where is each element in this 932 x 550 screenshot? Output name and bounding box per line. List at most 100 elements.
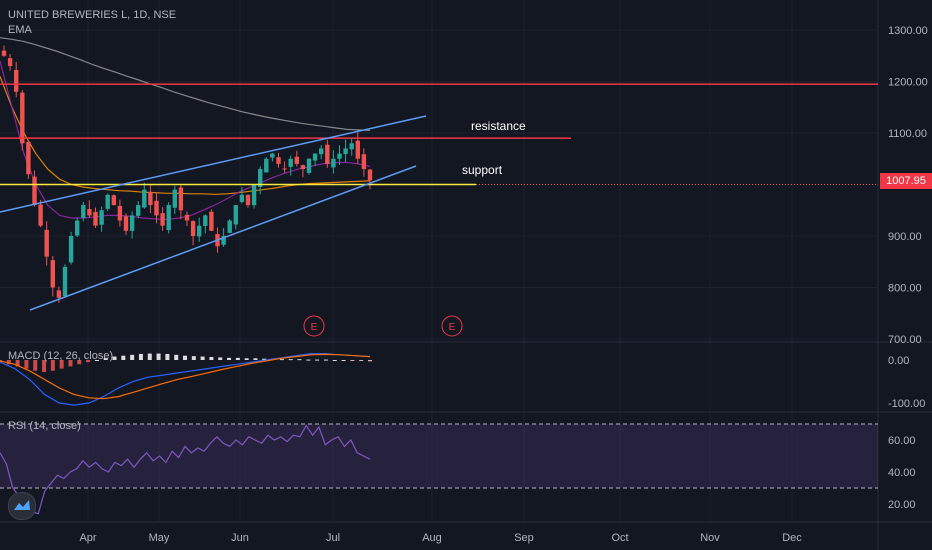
support-label: support (462, 163, 503, 177)
ema-legend-label[interactable]: EMA (8, 24, 32, 36)
candle-body (264, 159, 268, 173)
candle-body (57, 290, 61, 297)
candle-body (276, 157, 280, 164)
candle-body (75, 221, 79, 236)
candle-body (99, 210, 103, 224)
candle-body (185, 215, 189, 221)
symbol-title[interactable]: UNITED BREWERIES L, 1D, NSE (8, 9, 176, 21)
candle-body (356, 141, 360, 159)
macd-histogram-bar (368, 360, 372, 361)
candle-body (124, 216, 128, 231)
macd-histogram-bar (209, 357, 213, 360)
macd-histogram-bar (342, 360, 346, 361)
macd-histogram-bar (289, 359, 293, 360)
candle-body (331, 159, 335, 168)
candle-body (118, 206, 122, 221)
candle-body (167, 205, 171, 230)
tradingview-logo-icon[interactable] (8, 492, 36, 520)
earnings-marker-label: E (449, 322, 456, 333)
candle-body (81, 205, 85, 218)
candle-body (130, 215, 134, 230)
candle-body (179, 187, 183, 210)
time-axis-tick: Aug (422, 532, 442, 544)
macd-histogram-bar (121, 356, 125, 360)
macd-histogram-bar (298, 359, 302, 360)
candle-body (337, 154, 341, 159)
rsi-band (0, 424, 878, 488)
rsi-axis-tick: 40.00 (888, 467, 916, 479)
candle-body (325, 145, 329, 164)
time-axis-tick: Jun (231, 532, 249, 544)
candle-body (63, 267, 67, 296)
candle-body (301, 165, 305, 169)
candle-body (343, 148, 347, 154)
macd-histogram-bar (174, 355, 178, 360)
macd-histogram-bar (280, 359, 284, 360)
macd-legend-label[interactable]: MACD (12, 26, close) (8, 350, 113, 362)
candle-body (270, 154, 274, 158)
candle-body (112, 195, 116, 205)
macd-histogram-bar (148, 354, 152, 360)
macd-histogram-bar (183, 356, 187, 360)
candle-body (252, 185, 256, 206)
candle-body (26, 142, 30, 174)
candle-body (51, 260, 55, 287)
macd-histogram-bar (157, 354, 161, 360)
macd-histogram-bar (306, 360, 310, 361)
candle-body (20, 93, 24, 144)
candle-body (197, 226, 201, 237)
candle-body (173, 190, 177, 208)
price-axis-tick: 800.00 (888, 283, 922, 295)
candle-body (32, 177, 36, 205)
candle-body (350, 143, 354, 149)
candle-body (295, 157, 299, 164)
last-price-tag: 1007.95 (880, 173, 932, 189)
candle-body (8, 58, 12, 66)
macd-histogram-bar (245, 358, 249, 360)
price-axis-tick: 700.00 (888, 334, 922, 346)
macd-histogram-bar (130, 355, 134, 360)
candle-body (45, 230, 49, 257)
candle-body (38, 205, 42, 226)
candle-body (136, 205, 140, 216)
macd-histogram-bar (227, 358, 231, 360)
macd-histogram-bar (324, 360, 328, 361)
rsi-axis-tick: 60.00 (888, 435, 916, 447)
macd-axis-tick: 0.00 (888, 355, 909, 367)
time-axis-tick: May (149, 532, 170, 544)
time-axis-tick: Dec (782, 532, 802, 544)
time-axis-tick: Apr (79, 532, 96, 544)
macd-histogram-bar (333, 360, 337, 361)
time-axis-tick: Oct (611, 532, 628, 544)
candle-body (234, 205, 238, 224)
price-axis-tick: 1200.00 (888, 77, 928, 89)
candle-body (160, 213, 164, 226)
candle-body (313, 154, 317, 161)
candle-body (148, 192, 152, 205)
macd-histogram-bar (192, 356, 196, 360)
candle-body (69, 236, 73, 262)
macd-histogram-bar (253, 358, 257, 360)
resistance-label: resistance (471, 119, 526, 133)
time-axis-tick: Sep (514, 532, 534, 544)
macd-histogram-bar (350, 360, 354, 361)
macd-axis-tick: -100.00 (888, 398, 925, 410)
candle-body (368, 170, 372, 181)
candle-body (209, 212, 213, 231)
macd-histogram-bar (165, 354, 169, 360)
candle-body (282, 168, 286, 169)
candle-body (142, 190, 146, 208)
candle-body (106, 195, 110, 209)
candle-body (87, 209, 91, 215)
candle-body (191, 221, 195, 236)
earnings-marker-label: E (311, 322, 318, 333)
candle-body (289, 159, 293, 167)
candle-body (362, 154, 366, 169)
rsi-legend-label[interactable]: RSI (14, close) (8, 420, 81, 432)
candle-body (307, 159, 311, 173)
price-axis-tick: 1100.00 (888, 128, 927, 140)
price-axis-tick: 1300.00 (888, 25, 928, 37)
time-axis-tick: Nov (700, 532, 720, 544)
macd-histogram-bar (359, 360, 363, 361)
